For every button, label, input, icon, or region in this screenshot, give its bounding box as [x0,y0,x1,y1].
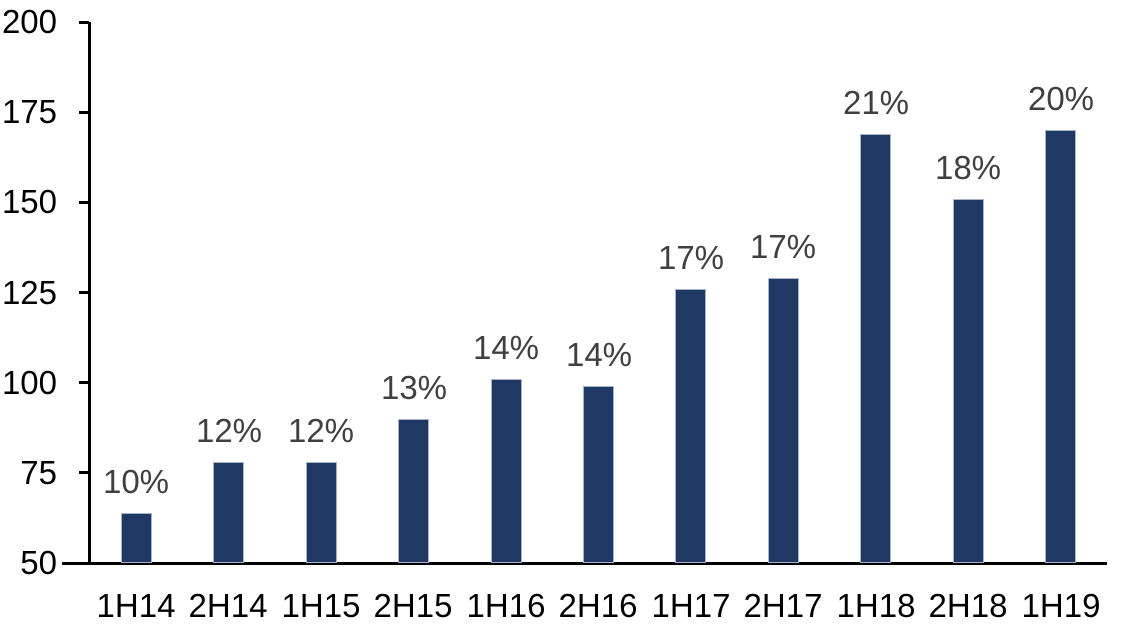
y-tick-mark [79,111,89,114]
bar-value-label: 18% [934,149,1002,186]
y-tick-label: 200 [1,3,57,40]
x-axis-label: 2H17 [743,587,823,624]
bar-1H16 [491,379,522,563]
x-axis-label: 1H19 [1021,587,1101,624]
x-axis-label: 1H17 [651,587,731,624]
y-tick-label: 50 [20,544,57,581]
bar-1H19 [1045,130,1076,563]
x-axis-line [62,562,1107,565]
bar-value-label: 21% [842,84,910,121]
y-tick-label: 150 [1,183,57,221]
x-axis-label: 1H15 [281,587,361,624]
x-axis-label: 2H18 [928,587,1008,624]
y-tick-mark [79,471,89,474]
y-tick-label: 175 [1,93,57,131]
bar-2H16 [583,386,614,563]
bar-2H17 [768,278,799,563]
bar-2H14 [213,462,244,563]
bar-value-label: 17% [657,239,725,276]
x-axis-label: 2H15 [373,587,453,624]
bar-2H18 [953,199,984,563]
bar-value-label: 12% [287,412,355,449]
x-axis-label: 2H14 [188,587,268,624]
bar-1H15 [306,462,337,563]
y-tick-label: 100 [1,363,57,401]
bar-value-label: 14% [472,329,540,366]
bar-value-label: 13% [380,369,448,406]
bar-1H17 [675,289,706,563]
x-axis-label: 1H14 [96,587,176,624]
bar-2H15 [398,419,429,563]
y-tick-mark [79,291,89,294]
y-tick-label: 75 [20,453,57,491]
y-axis-line [88,22,91,565]
y-tick-mark [79,21,89,24]
y-tick-mark [79,201,89,204]
bar-value-label: 10% [102,463,170,500]
bar-value-label: 14% [565,336,633,373]
bar-1H14 [121,513,152,563]
bar-value-label: 12% [195,412,263,449]
y-tick-mark [79,381,89,384]
x-axis-label: 2H16 [558,587,638,624]
x-axis-label: 1H18 [836,587,916,624]
bar-1H18 [860,134,891,563]
y-tick-label: 125 [1,273,57,311]
x-axis-label: 1H16 [466,587,546,624]
bar-value-label: 17% [749,228,817,265]
bar-value-label: 20% [1027,80,1095,117]
